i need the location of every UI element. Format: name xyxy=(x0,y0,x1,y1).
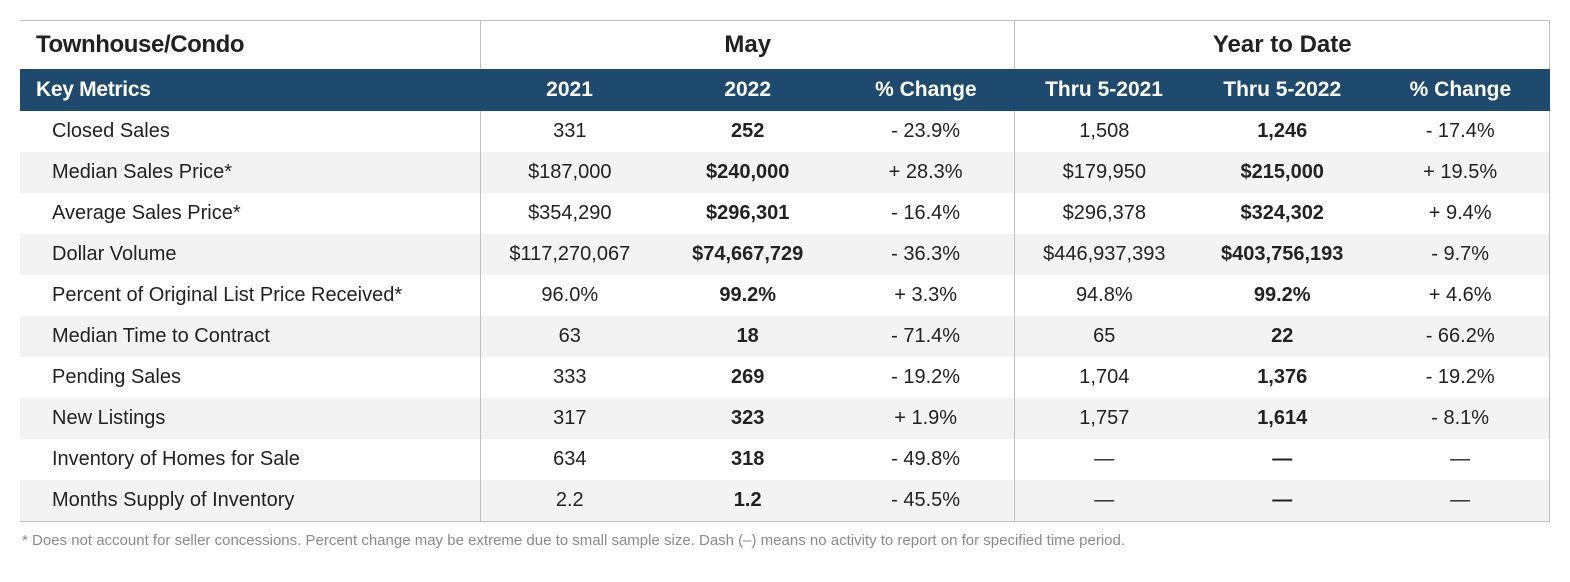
cell-value: 99.2% xyxy=(659,275,837,316)
section-header-row: Townhouse/CondoMayYear to Date xyxy=(20,21,1550,70)
table-row: Dollar Volume$117,270,067$74,667,729- 36… xyxy=(20,234,1550,275)
cell-change: + 3.3% xyxy=(837,275,1015,316)
table-row: Average Sales Price*$354,290$296,301- 16… xyxy=(20,193,1550,234)
metric-name: Dollar Volume xyxy=(20,234,480,275)
cell-value: 96.0% xyxy=(480,275,658,316)
table-title: Townhouse/Condo xyxy=(20,21,480,70)
cell-value: — xyxy=(1015,480,1193,522)
cell-value: $296,378 xyxy=(1015,193,1193,234)
period-b-label: Year to Date xyxy=(1015,21,1550,70)
cell-value: — xyxy=(1193,480,1371,522)
cell-value: 99.2% xyxy=(1193,275,1371,316)
cell-value: 323 xyxy=(659,398,837,439)
column-header: % Change xyxy=(1371,69,1549,111)
metric-name: Inventory of Homes for Sale xyxy=(20,439,480,480)
cell-value: 333 xyxy=(480,357,658,398)
column-header: 2022 xyxy=(659,69,837,111)
column-header: Thru 5-2021 xyxy=(1015,69,1193,111)
cell-change: - 36.3% xyxy=(837,234,1015,275)
table-row: Inventory of Homes for Sale634318- 49.8%… xyxy=(20,439,1550,480)
cell-value: 1,246 xyxy=(1193,111,1371,152)
column-header: Thru 5-2022 xyxy=(1193,69,1371,111)
cell-value: 1.2 xyxy=(659,480,837,522)
cell-value: $296,301 xyxy=(659,193,837,234)
cell-value: 318 xyxy=(659,439,837,480)
metric-name: Percent of Original List Price Received* xyxy=(20,275,480,316)
table-row: Months Supply of Inventory2.21.2- 45.5%—… xyxy=(20,480,1550,522)
metrics-table-container: Townhouse/CondoMayYear to DateKey Metric… xyxy=(20,20,1550,549)
cell-value: 94.8% xyxy=(1015,275,1193,316)
cell-change: - 71.4% xyxy=(837,316,1015,357)
column-header: 2021 xyxy=(480,69,658,111)
cell-value: 18 xyxy=(659,316,837,357)
cell-value: $179,950 xyxy=(1015,152,1193,193)
cell-value: — xyxy=(1015,439,1193,480)
cell-value: $403,756,193 xyxy=(1193,234,1371,275)
cell-value: $354,290 xyxy=(480,193,658,234)
metric-name: Median Sales Price* xyxy=(20,152,480,193)
cell-change: - 19.2% xyxy=(1371,357,1549,398)
table-row: Percent of Original List Price Received*… xyxy=(20,275,1550,316)
cell-change: + 1.9% xyxy=(837,398,1015,439)
cell-value: $215,000 xyxy=(1193,152,1371,193)
cell-value: 65 xyxy=(1015,316,1193,357)
cell-change: + 19.5% xyxy=(1371,152,1549,193)
cell-change: — xyxy=(1371,480,1549,522)
cell-value: 1,757 xyxy=(1015,398,1193,439)
column-header: % Change xyxy=(837,69,1015,111)
period-a-label: May xyxy=(480,21,1015,70)
cell-value: 317 xyxy=(480,398,658,439)
cell-value: 331 xyxy=(480,111,658,152)
metrics-table: Townhouse/CondoMayYear to DateKey Metric… xyxy=(20,20,1550,522)
cell-change: + 28.3% xyxy=(837,152,1015,193)
cell-change: - 8.1% xyxy=(1371,398,1549,439)
metric-name: Months Supply of Inventory xyxy=(20,480,480,522)
key-metrics-row: Key Metrics20212022% ChangeThru 5-2021Th… xyxy=(20,69,1550,111)
cell-value: 1,376 xyxy=(1193,357,1371,398)
cell-value: $446,937,393 xyxy=(1015,234,1193,275)
cell-value: 1,614 xyxy=(1193,398,1371,439)
metric-name: Median Time to Contract xyxy=(20,316,480,357)
cell-value: — xyxy=(1193,439,1371,480)
table-row: New Listings317323+ 1.9%1,7571,614- 8.1% xyxy=(20,398,1550,439)
cell-value: 1,508 xyxy=(1015,111,1193,152)
cell-value: 634 xyxy=(480,439,658,480)
cell-value: $240,000 xyxy=(659,152,837,193)
cell-value: $74,667,729 xyxy=(659,234,837,275)
cell-value: $324,302 xyxy=(1193,193,1371,234)
cell-change: + 4.6% xyxy=(1371,275,1549,316)
cell-change: - 49.8% xyxy=(837,439,1015,480)
cell-change: - 17.4% xyxy=(1371,111,1549,152)
table-row: Closed Sales331252- 23.9%1,5081,246- 17.… xyxy=(20,111,1550,152)
table-row: Pending Sales333269- 19.2%1,7041,376- 19… xyxy=(20,357,1550,398)
cell-value: 22 xyxy=(1193,316,1371,357)
cell-value: 252 xyxy=(659,111,837,152)
cell-value: 2.2 xyxy=(480,480,658,522)
key-metrics-label: Key Metrics xyxy=(20,69,480,111)
cell-change: - 9.7% xyxy=(1371,234,1549,275)
cell-value: 1,704 xyxy=(1015,357,1193,398)
cell-value: $117,270,067 xyxy=(480,234,658,275)
table-row: Median Sales Price*$187,000$240,000+ 28.… xyxy=(20,152,1550,193)
cell-change: - 23.9% xyxy=(837,111,1015,152)
cell-change: - 45.5% xyxy=(837,480,1015,522)
cell-change: - 16.4% xyxy=(837,193,1015,234)
metric-name: Closed Sales xyxy=(20,111,480,152)
cell-change: + 9.4% xyxy=(1371,193,1549,234)
cell-value: 63 xyxy=(480,316,658,357)
cell-value: 269 xyxy=(659,357,837,398)
cell-change: - 19.2% xyxy=(837,357,1015,398)
cell-change: — xyxy=(1371,439,1549,480)
metric-name: New Listings xyxy=(20,398,480,439)
cell-change: - 66.2% xyxy=(1371,316,1549,357)
metric-name: Pending Sales xyxy=(20,357,480,398)
cell-value: $187,000 xyxy=(480,152,658,193)
metric-name: Average Sales Price* xyxy=(20,193,480,234)
table-row: Median Time to Contract6318- 71.4%6522- … xyxy=(20,316,1550,357)
footnote: * Does not account for seller concession… xyxy=(20,522,1550,549)
